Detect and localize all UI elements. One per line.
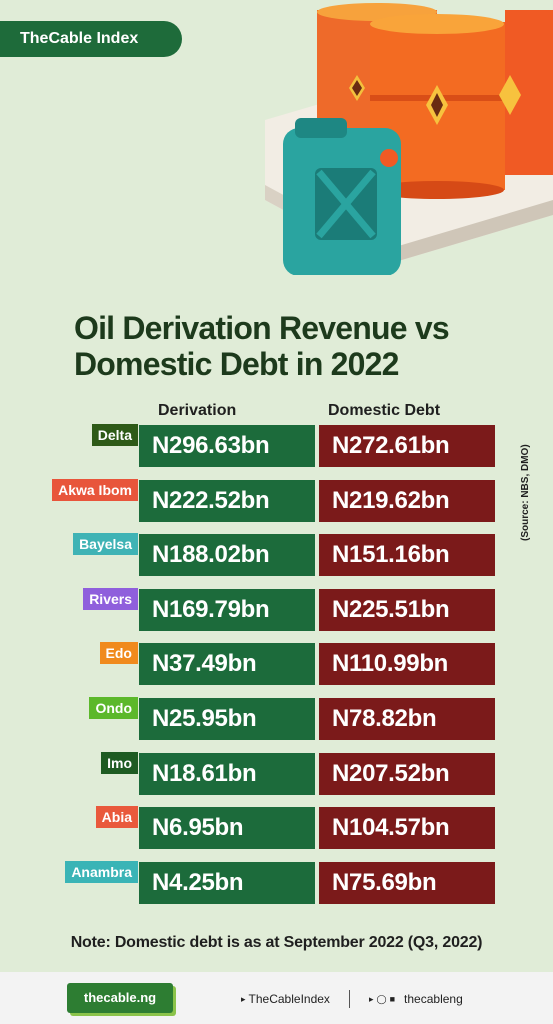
state-label: Ondo bbox=[89, 697, 138, 719]
domestic-debt-value: N78.82bn bbox=[319, 698, 495, 740]
derivation-value: N4.25bn bbox=[139, 861, 315, 904]
table-row: Anambra N4.25bn N75.69bn bbox=[0, 860, 553, 905]
footer-divider bbox=[349, 990, 350, 1008]
column-header-domestic-debt: Domestic Debt bbox=[328, 402, 441, 419]
derivation-value: N6.95bn bbox=[139, 807, 315, 850]
table-row: Akwa Ibom N222.52bn N219.62bn bbox=[0, 478, 553, 523]
table-row: Rivers N169.79bn N225.51bn bbox=[0, 587, 553, 632]
state-label: Abia bbox=[95, 806, 138, 829]
derivation-value: N296.63bn bbox=[139, 425, 315, 467]
table-row: Ondo N25.95bn N78.82bn bbox=[0, 697, 553, 741]
brand-logo: TheCable Index bbox=[0, 21, 182, 57]
derivation-value: N18.61bn bbox=[139, 752, 315, 795]
footnote: Note: Domestic debt is as at September 2… bbox=[70, 934, 483, 951]
state-label: Edo bbox=[99, 642, 138, 665]
footer-bar: thecable.ng ▸ TheCableIndex ▸ ◯ ■ thecab… bbox=[0, 972, 553, 1024]
oil-barrels-illustration bbox=[265, 3, 553, 275]
domestic-debt-value: N219.62bn bbox=[319, 479, 495, 522]
derivation-value: N188.02bn bbox=[139, 534, 315, 577]
domestic-debt-value: N104.57bn bbox=[319, 807, 495, 850]
state-label: Anambra bbox=[65, 860, 138, 883]
domestic-debt-value: N110.99bn bbox=[319, 643, 495, 686]
table-row: Imo N18.61bn N207.52bn bbox=[0, 751, 553, 796]
instagram-icon: ◯ bbox=[376, 993, 387, 1004]
state-label: Bayelsa bbox=[73, 533, 138, 556]
domestic-debt-value: N272.61bn bbox=[319, 425, 495, 467]
domestic-debt-value: N151.16bn bbox=[319, 534, 495, 577]
chart-title: Oil Derivation Revenue vs Domestic Debt … bbox=[74, 310, 450, 382]
table-row: Bayelsa N188.02bn N151.16bn bbox=[0, 533, 553, 577]
twitter-handle-link[interactable]: ▸ TheCableIndex bbox=[241, 992, 330, 1006]
table-row: Delta N296.63bn N272.61bn bbox=[0, 424, 553, 468]
domestic-debt-value: N207.52bn bbox=[319, 752, 495, 795]
social-handle-link[interactable]: ▸ ◯ ■ thecableng bbox=[369, 992, 463, 1006]
state-label: Delta bbox=[91, 424, 138, 446]
table-row: Edo N37.49bn N110.99bn bbox=[0, 642, 553, 686]
derivation-value: N222.52bn bbox=[139, 479, 315, 522]
column-header-derivation: Derivation bbox=[158, 402, 237, 419]
derivation-value: N25.95bn bbox=[139, 698, 315, 740]
social-handle-label: thecableng bbox=[404, 992, 463, 1006]
twitter-icon: ▸ bbox=[369, 993, 374, 1004]
derivation-value: N37.49bn bbox=[139, 643, 315, 686]
table-row: Abia N6.95bn N104.57bn bbox=[0, 806, 553, 850]
state-label: Rivers bbox=[83, 587, 138, 610]
domestic-debt-value: N75.69bn bbox=[319, 861, 495, 904]
state-label: Imo bbox=[101, 751, 138, 774]
domestic-debt-value: N225.51bn bbox=[319, 588, 495, 631]
derivation-value: N169.79bn bbox=[139, 588, 315, 631]
twitter-handle-label: TheCableIndex bbox=[248, 992, 330, 1006]
state-label: Akwa Ibom bbox=[52, 478, 138, 501]
facebook-icon: ■ bbox=[389, 994, 396, 1004]
thecable-logo-link[interactable]: thecable.ng bbox=[67, 983, 173, 1013]
twitter-icon: ▸ bbox=[241, 993, 246, 1004]
